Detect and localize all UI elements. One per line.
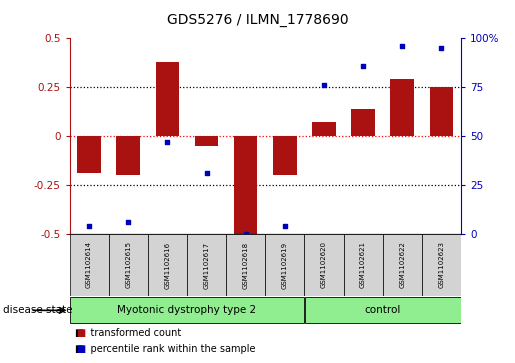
- Bar: [351, 109, 375, 136]
- Text: GSM1102615: GSM1102615: [125, 241, 131, 289]
- Bar: [195, 136, 218, 146]
- FancyBboxPatch shape: [344, 234, 383, 296]
- Text: GSM1102614: GSM1102614: [86, 241, 92, 289]
- Text: ■: ■: [76, 327, 85, 338]
- Point: [281, 223, 289, 229]
- Point: [437, 45, 445, 51]
- FancyBboxPatch shape: [148, 234, 187, 296]
- Point: [359, 63, 367, 69]
- Text: GSM1102616: GSM1102616: [164, 241, 170, 289]
- FancyBboxPatch shape: [70, 297, 304, 323]
- Bar: [273, 136, 297, 175]
- Text: GDS5276 / ILMN_1778690: GDS5276 / ILMN_1778690: [167, 13, 348, 27]
- Bar: [156, 62, 179, 136]
- Point: [398, 43, 406, 49]
- Point: [242, 231, 250, 237]
- Text: GSM1102622: GSM1102622: [399, 241, 405, 289]
- Text: disease state: disease state: [3, 305, 72, 315]
- Bar: [390, 79, 414, 136]
- Text: GSM1102623: GSM1102623: [438, 241, 444, 289]
- Point: [202, 171, 211, 176]
- Text: ■: ■: [76, 344, 85, 354]
- Bar: [77, 136, 101, 174]
- Text: ■  percentile rank within the sample: ■ percentile rank within the sample: [75, 344, 255, 354]
- FancyBboxPatch shape: [422, 234, 461, 296]
- FancyBboxPatch shape: [226, 234, 265, 296]
- FancyBboxPatch shape: [383, 234, 422, 296]
- Text: GSM1102617: GSM1102617: [203, 241, 210, 289]
- Point: [163, 139, 171, 145]
- Text: GSM1102621: GSM1102621: [360, 241, 366, 289]
- Text: GSM1102620: GSM1102620: [321, 241, 327, 289]
- FancyBboxPatch shape: [187, 234, 226, 296]
- Text: GSM1102618: GSM1102618: [243, 241, 249, 289]
- FancyBboxPatch shape: [305, 297, 460, 323]
- FancyBboxPatch shape: [70, 234, 109, 296]
- FancyBboxPatch shape: [265, 234, 304, 296]
- FancyBboxPatch shape: [304, 234, 344, 296]
- Bar: [234, 136, 258, 234]
- FancyBboxPatch shape: [109, 234, 148, 296]
- Bar: [312, 122, 336, 136]
- Text: Myotonic dystrophy type 2: Myotonic dystrophy type 2: [117, 305, 256, 315]
- Point: [320, 82, 328, 88]
- Text: control: control: [365, 305, 401, 315]
- Text: ■  transformed count: ■ transformed count: [75, 327, 181, 338]
- Point: [85, 223, 93, 229]
- Bar: [430, 87, 453, 136]
- Bar: [116, 136, 140, 175]
- Text: GSM1102619: GSM1102619: [282, 241, 288, 289]
- Point: [124, 220, 132, 225]
